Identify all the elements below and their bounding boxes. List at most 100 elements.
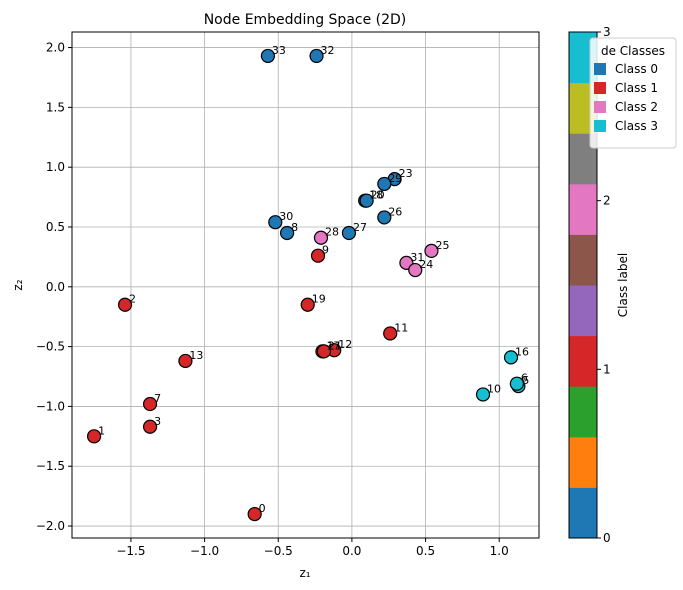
colorbar: 0 1 2 3 xyxy=(568,25,611,545)
legend-title: de Classes xyxy=(601,44,665,58)
point-label-1: 1 xyxy=(98,424,105,437)
y-tick-label: 1.0 xyxy=(46,160,65,174)
point-label-29: 29 xyxy=(388,172,402,185)
point-node-21 xyxy=(316,344,332,359)
point-label-11: 11 xyxy=(394,321,408,334)
point-node-8 xyxy=(279,225,295,241)
point-node-19 xyxy=(300,297,315,312)
scatter-points xyxy=(86,48,526,522)
point-label-28: 28 xyxy=(325,226,339,239)
point-label-2: 2 xyxy=(129,293,136,306)
point-label-24: 24 xyxy=(419,258,433,271)
point-label-0: 0 xyxy=(259,502,266,515)
y-axis: −2.0 −1.5 −1.0 −0.5 0.0 0.5 1.0 1.5 2.0 xyxy=(36,41,72,533)
colorbar-segment xyxy=(569,234,597,286)
legend-entry: Class 0 xyxy=(615,62,658,76)
colorbar-tick-label: 0 xyxy=(603,531,611,545)
y-tick-label: −0.5 xyxy=(36,340,65,354)
point-node-11 xyxy=(383,326,398,341)
point-node-16 xyxy=(503,350,519,365)
point-label-3: 3 xyxy=(154,415,161,428)
colorbar-label: Class label xyxy=(616,253,630,317)
legend-swatch xyxy=(594,63,606,75)
colorbar-segment xyxy=(569,285,597,337)
y-tick-label: −1.5 xyxy=(36,459,65,473)
point-node-7 xyxy=(142,396,158,412)
y-axis-label: z₂ xyxy=(11,279,25,290)
point-label-20: 20 xyxy=(371,189,385,202)
chart-title: Node Embedding Space (2D) xyxy=(204,12,407,28)
colorbar-tick-label: 2 xyxy=(603,194,611,208)
point-node-6 xyxy=(509,376,525,391)
point-label-10: 10 xyxy=(487,382,501,395)
x-tick-label: −1.0 xyxy=(190,544,219,558)
colorbar-frame xyxy=(568,31,598,539)
point-node-24 xyxy=(408,262,423,278)
point-node-28 xyxy=(313,230,329,245)
x-tick-label: 0.0 xyxy=(342,544,361,558)
point-node-20 xyxy=(359,193,374,208)
x-tick-label: −0.5 xyxy=(264,544,293,558)
legend-swatch xyxy=(594,101,606,113)
point-node-1 xyxy=(86,429,102,444)
point-node-30 xyxy=(268,215,283,230)
point-label-25: 25 xyxy=(435,239,449,252)
legend-entry: Class 2 xyxy=(615,100,658,114)
point-label-8: 8 xyxy=(291,221,298,234)
point-label-23: 23 xyxy=(399,167,413,180)
point-label-32: 32 xyxy=(321,44,335,57)
x-tick-label: 0.5 xyxy=(416,544,435,558)
point-node-13 xyxy=(178,353,193,369)
point-label-21: 21 xyxy=(328,339,342,352)
point-node-27 xyxy=(341,225,357,241)
point-node-26 xyxy=(377,210,392,225)
y-tick-label: 1.5 xyxy=(46,100,65,114)
x-axis-label: z₁ xyxy=(299,566,310,580)
legend: de Classes Class 0 Class 1 Class 2 Class 3 xyxy=(589,37,677,149)
point-label-31: 31 xyxy=(410,251,424,264)
point-label-26: 26 xyxy=(388,205,402,218)
y-tick-label: −1.0 xyxy=(36,399,65,413)
point-node-29 xyxy=(377,176,392,192)
point-node-33 xyxy=(260,48,276,64)
y-tick-label: 0.0 xyxy=(46,280,65,294)
point-node-3 xyxy=(142,419,158,434)
legend-entry: Class 1 xyxy=(615,81,658,95)
plot-frame xyxy=(71,31,540,539)
point-label-6: 6 xyxy=(521,372,528,385)
point-label-16: 16 xyxy=(515,345,529,358)
legend-box xyxy=(589,37,677,149)
point-node-32 xyxy=(309,48,324,64)
point-label-30: 30 xyxy=(279,210,293,223)
legend-entry: Class 3 xyxy=(615,119,658,133)
point-label-17: 17 xyxy=(326,339,340,352)
point-label-12: 12 xyxy=(338,338,352,351)
y-tick-label: 2.0 xyxy=(46,41,65,55)
colorbar-segment xyxy=(569,487,597,539)
x-axis: −1.5 −1.0 −0.5 0.0 0.5 1.0 xyxy=(116,538,509,558)
point-label-13: 13 xyxy=(189,349,203,362)
legend-swatch xyxy=(594,120,606,132)
point-label-9: 9 xyxy=(322,244,329,257)
colorbar-segment xyxy=(569,436,597,488)
colorbar-segment xyxy=(569,183,597,235)
colorbar-tick-label: 3 xyxy=(603,25,611,39)
point-node-10 xyxy=(475,387,491,402)
colorbar-tick-label: 1 xyxy=(603,362,611,376)
x-tick-label: 1.0 xyxy=(490,544,509,558)
y-tick-label: 0.5 xyxy=(46,220,65,234)
point-label-19: 19 xyxy=(312,293,326,306)
point-node-25 xyxy=(424,243,439,259)
point-label-7: 7 xyxy=(154,392,161,405)
point-node-2 xyxy=(117,297,133,312)
colorbar-segment xyxy=(569,335,597,387)
point-label-27: 27 xyxy=(353,221,367,234)
point-label-33: 33 xyxy=(272,44,286,57)
y-tick-label: −2.0 xyxy=(36,519,65,533)
point-label-18: 18 xyxy=(369,189,383,202)
point-node-0 xyxy=(247,506,262,522)
grid xyxy=(72,32,539,538)
x-tick-label: −1.5 xyxy=(116,544,145,558)
